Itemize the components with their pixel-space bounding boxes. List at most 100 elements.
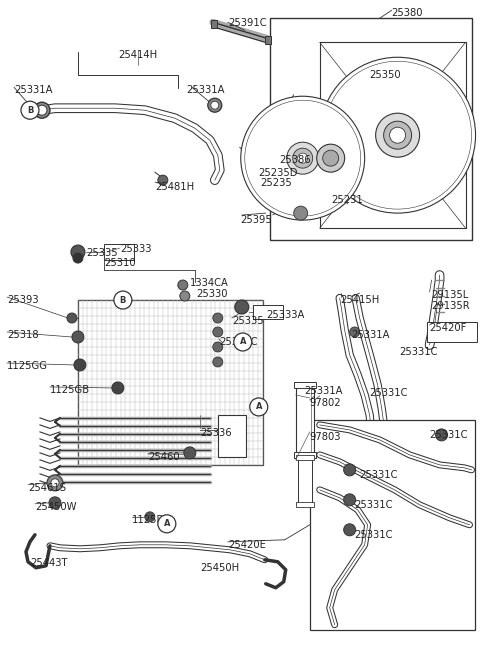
- Text: 97803: 97803: [310, 432, 341, 442]
- Circle shape: [323, 150, 339, 166]
- Text: 25330: 25330: [196, 289, 228, 299]
- Text: 25335: 25335: [86, 248, 118, 258]
- Text: A: A: [255, 402, 262, 411]
- Text: 25420E: 25420E: [228, 540, 265, 550]
- Circle shape: [21, 102, 39, 119]
- Bar: [427, 322, 477, 342]
- Text: 25331C: 25331C: [355, 500, 393, 510]
- Text: A: A: [164, 519, 170, 529]
- Text: 25414H: 25414H: [118, 50, 157, 60]
- Text: 25235: 25235: [261, 178, 292, 188]
- Text: A: A: [240, 337, 246, 346]
- Circle shape: [344, 494, 356, 506]
- Text: 25443T: 25443T: [30, 558, 68, 568]
- Text: B: B: [27, 105, 33, 115]
- Text: 25235D: 25235D: [258, 168, 297, 178]
- Circle shape: [34, 102, 50, 118]
- Circle shape: [250, 398, 268, 416]
- Text: 25331C: 25331C: [370, 388, 408, 398]
- Circle shape: [145, 512, 155, 522]
- Text: 25460: 25460: [148, 452, 180, 462]
- Circle shape: [287, 142, 319, 174]
- Text: 25336: 25336: [200, 428, 231, 438]
- Circle shape: [37, 105, 47, 115]
- Text: 25420F: 25420F: [430, 323, 467, 333]
- Circle shape: [376, 113, 420, 157]
- Text: 25461S: 25461S: [28, 483, 66, 493]
- Circle shape: [294, 206, 308, 220]
- Text: 25331C: 25331C: [430, 430, 468, 440]
- Circle shape: [435, 429, 447, 441]
- Bar: [296, 385, 314, 453]
- Circle shape: [213, 313, 223, 323]
- Text: 25380: 25380: [392, 9, 423, 18]
- Circle shape: [390, 127, 406, 143]
- Bar: [296, 502, 314, 507]
- Text: 25395: 25395: [240, 215, 272, 225]
- Circle shape: [324, 62, 471, 209]
- Bar: [218, 415, 246, 457]
- Bar: [211, 20, 217, 28]
- Text: 25335: 25335: [232, 316, 264, 326]
- Circle shape: [344, 524, 356, 536]
- Bar: [270, 18, 471, 240]
- Circle shape: [208, 98, 222, 112]
- Circle shape: [234, 333, 252, 351]
- Text: 25331C: 25331C: [400, 347, 438, 357]
- Bar: [294, 382, 316, 388]
- Bar: [265, 36, 271, 45]
- Circle shape: [320, 57, 476, 213]
- Text: 25450W: 25450W: [35, 502, 76, 512]
- Circle shape: [298, 153, 308, 163]
- Bar: [294, 452, 316, 458]
- Circle shape: [349, 327, 360, 337]
- Circle shape: [384, 121, 412, 149]
- Circle shape: [213, 342, 223, 352]
- Text: 25481H: 25481H: [155, 182, 194, 192]
- Circle shape: [184, 447, 196, 459]
- Text: 25331C: 25331C: [219, 337, 257, 347]
- Bar: [78, 300, 263, 465]
- Circle shape: [178, 280, 188, 290]
- Text: 25318: 25318: [7, 330, 38, 340]
- Bar: [296, 455, 314, 460]
- Circle shape: [112, 382, 124, 394]
- Text: 25393: 25393: [7, 295, 38, 305]
- Text: 25333: 25333: [120, 244, 151, 254]
- Text: 25391C: 25391C: [228, 18, 266, 28]
- Circle shape: [67, 313, 77, 323]
- Circle shape: [71, 245, 85, 259]
- Text: 1125GB: 1125GB: [50, 385, 90, 395]
- Text: 25231: 25231: [332, 195, 363, 205]
- Circle shape: [49, 497, 61, 509]
- Bar: [253, 305, 283, 319]
- Text: 1125GG: 1125GG: [7, 361, 48, 371]
- Circle shape: [51, 479, 59, 487]
- Circle shape: [245, 100, 360, 216]
- Circle shape: [241, 96, 365, 220]
- Text: 25415H: 25415H: [341, 295, 380, 305]
- Bar: [298, 458, 312, 503]
- Circle shape: [213, 357, 223, 367]
- Text: 25331A: 25331A: [186, 85, 224, 95]
- Circle shape: [213, 327, 223, 337]
- Text: 25331A: 25331A: [352, 330, 390, 340]
- Circle shape: [211, 102, 219, 109]
- Bar: [104, 244, 134, 260]
- Text: 25310: 25310: [104, 258, 135, 268]
- Circle shape: [344, 464, 356, 476]
- Text: 25331A: 25331A: [14, 85, 52, 95]
- Text: B: B: [120, 295, 126, 305]
- Text: 25331C: 25331C: [355, 530, 393, 540]
- Circle shape: [180, 291, 190, 301]
- Text: 1334CA: 1334CA: [190, 278, 228, 288]
- Text: 97802: 97802: [310, 398, 341, 408]
- Circle shape: [317, 144, 345, 172]
- Circle shape: [114, 291, 132, 309]
- Circle shape: [158, 515, 176, 533]
- Text: 25331A: 25331A: [305, 386, 343, 396]
- Circle shape: [74, 359, 86, 371]
- Text: 25450H: 25450H: [200, 563, 239, 572]
- Text: 25333A: 25333A: [267, 310, 305, 320]
- Circle shape: [293, 148, 312, 168]
